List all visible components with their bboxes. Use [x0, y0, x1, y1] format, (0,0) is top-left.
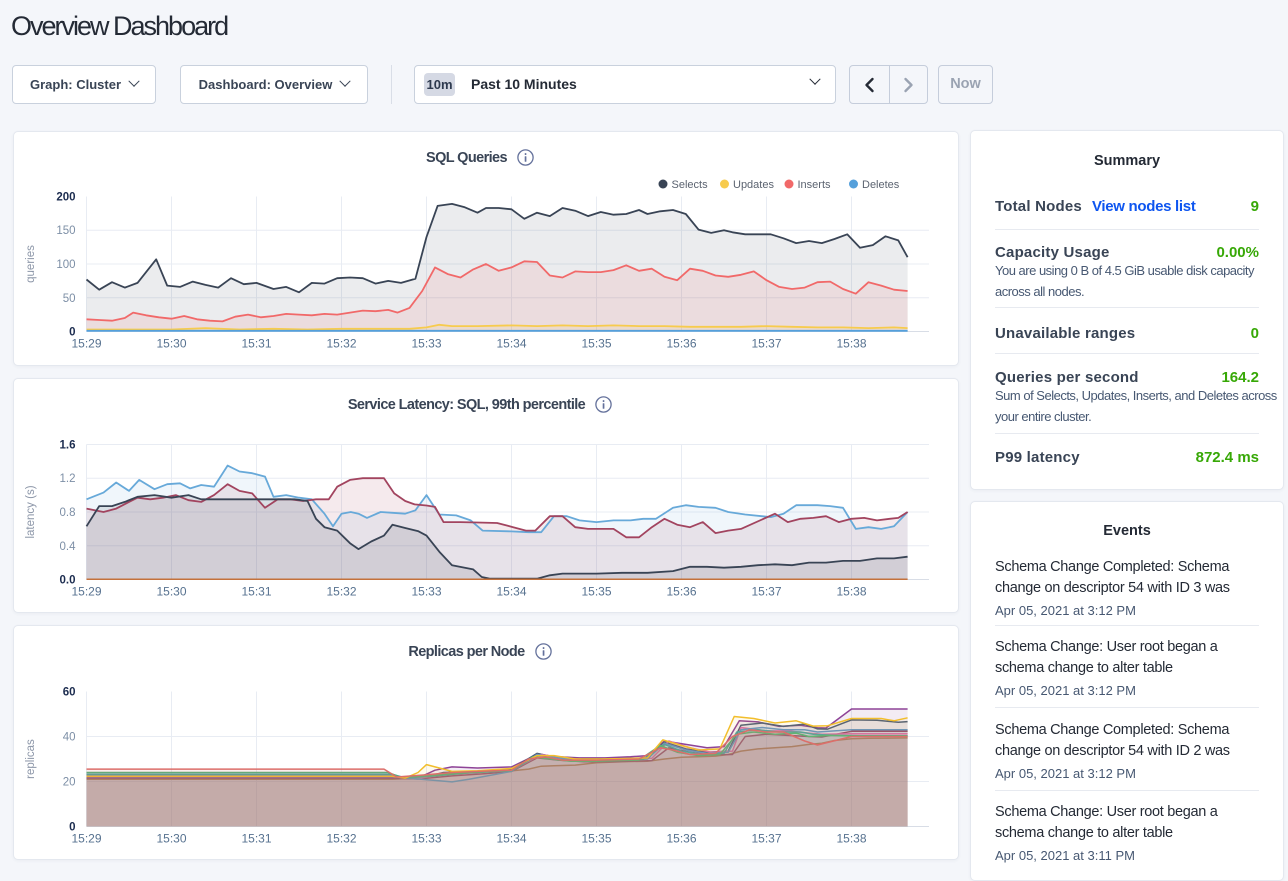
- svg-text:60: 60: [63, 687, 76, 699]
- svg-text:1.6: 1.6: [60, 440, 76, 452]
- svg-text:15:31: 15:31: [241, 832, 271, 846]
- svg-text:15:33: 15:33: [411, 337, 441, 351]
- svg-text:50: 50: [63, 293, 76, 305]
- svg-text:15:32: 15:32: [326, 337, 356, 351]
- svg-text:0: 0: [69, 822, 75, 834]
- svg-text:replicas: replicas: [25, 739, 37, 779]
- svg-text:15:34: 15:34: [496, 585, 526, 599]
- svg-text:15:38: 15:38: [836, 337, 866, 351]
- svg-text:0.0: 0.0: [60, 575, 76, 587]
- svg-text:15:31: 15:31: [241, 337, 271, 351]
- svg-text:15:37: 15:37: [751, 832, 781, 846]
- svg-text:100: 100: [56, 259, 75, 271]
- svg-text:1.2: 1.2: [60, 473, 76, 485]
- svg-text:15:29: 15:29: [71, 585, 101, 599]
- svg-text:0.8: 0.8: [60, 507, 76, 519]
- svg-text:0.4: 0.4: [60, 541, 77, 553]
- svg-text:15:35: 15:35: [581, 337, 611, 351]
- svg-text:15:31: 15:31: [241, 585, 271, 599]
- svg-text:15:35: 15:35: [581, 832, 611, 846]
- svg-text:15:30: 15:30: [156, 337, 186, 351]
- svg-text:latency (s): latency (s): [25, 485, 37, 538]
- svg-text:15:37: 15:37: [751, 337, 781, 351]
- svg-text:Inserts: Inserts: [798, 179, 832, 191]
- svg-text:15:32: 15:32: [326, 585, 356, 599]
- svg-text:40: 40: [63, 732, 76, 744]
- svg-text:15:29: 15:29: [71, 337, 101, 351]
- svg-text:15:36: 15:36: [666, 337, 696, 351]
- svg-text:15:36: 15:36: [666, 832, 696, 846]
- svg-text:Updates: Updates: [733, 179, 774, 191]
- svg-text:0: 0: [69, 327, 75, 339]
- svg-text:15:32: 15:32: [326, 832, 356, 846]
- svg-text:15:30: 15:30: [156, 585, 186, 599]
- svg-text:15:38: 15:38: [836, 585, 866, 599]
- svg-text:15:33: 15:33: [411, 832, 441, 846]
- svg-text:15:37: 15:37: [751, 585, 781, 599]
- svg-text:Selects: Selects: [672, 179, 709, 191]
- svg-text:15:30: 15:30: [156, 832, 186, 846]
- svg-text:Deletes: Deletes: [862, 179, 900, 191]
- svg-text:200: 200: [56, 192, 75, 204]
- svg-text:15:34: 15:34: [496, 832, 526, 846]
- svg-text:15:33: 15:33: [411, 585, 441, 599]
- svg-text:15:35: 15:35: [581, 585, 611, 599]
- svg-text:150: 150: [56, 225, 75, 237]
- svg-text:15:38: 15:38: [836, 832, 866, 846]
- svg-text:queries: queries: [25, 245, 37, 283]
- svg-text:15:29: 15:29: [71, 832, 101, 846]
- svg-text:15:36: 15:36: [666, 585, 696, 599]
- svg-text:15:34: 15:34: [496, 337, 526, 351]
- svg-text:20: 20: [63, 777, 76, 789]
